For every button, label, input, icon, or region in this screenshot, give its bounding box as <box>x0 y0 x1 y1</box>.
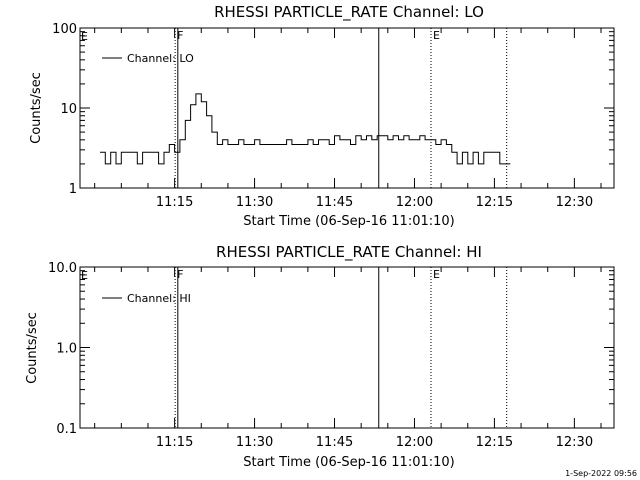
series-line <box>100 93 511 165</box>
x-tick-label: 12:15 <box>476 195 513 210</box>
y-tick-label: 1 <box>69 182 77 197</box>
x-tick-label: 12:30 <box>556 195 593 210</box>
y-axis-label: Counts/sec <box>29 72 44 144</box>
x-tick-label: 11:15 <box>156 435 193 450</box>
edge-label-e: E <box>81 269 88 282</box>
y-tick-label: 10 <box>60 102 77 117</box>
y-tick-label: 100 <box>52 22 77 37</box>
legend-label: Channel: HI <box>127 292 191 305</box>
y-tick-label: 1.0 <box>56 342 77 357</box>
x-tick-label: 11:30 <box>236 195 273 210</box>
x-tick-label: 11:45 <box>316 435 353 450</box>
y-tick-label: 10.0 <box>48 261 77 276</box>
chart-title: RHESSI PARTICLE_RATE Channel: LO <box>214 3 484 22</box>
y-axis-label: Counts/sec <box>25 312 40 384</box>
x-axis-label: Start Time (06-Sep-16 11:01:10) <box>243 214 454 229</box>
x-tick-label: 12:00 <box>396 435 433 450</box>
legend-label: Channel: LO <box>127 52 194 65</box>
timestamp: 1-Sep-2022 09:56 <box>565 469 637 478</box>
marker-label: F <box>177 29 183 42</box>
marker-label: E <box>433 29 440 42</box>
marker-label: E <box>433 268 440 281</box>
y-tick-label: 0.1 <box>56 422 77 437</box>
series-group <box>100 93 511 165</box>
chart-title: RHESSI PARTICLE_RATE Channel: HI <box>216 243 482 262</box>
tick-group: 11:15 11:30 11:45 12:00 12:15 12:30 0.1 1.0 10.0 <box>48 261 614 450</box>
edge-label-e: E <box>81 30 88 43</box>
x-tick-label: 11:15 <box>156 195 193 210</box>
x-tick-label: 11:30 <box>236 435 273 450</box>
x-tick-label: 12:00 <box>396 195 433 210</box>
tick-group: 11:15 11:30 11:45 12:00 12:15 12:30 1 10 100 <box>52 22 614 210</box>
x-axis-label: Start Time (06-Sep-16 11:01:10) <box>243 455 454 470</box>
marker-label: F <box>177 268 183 281</box>
panel-hi: RHESSI PARTICLE_RATE Channel: HI Start T… <box>25 243 615 470</box>
panel-lo: RHESSI PARTICLE_RATE Channel: LO Start T… <box>29 3 615 229</box>
x-tick-label: 12:30 <box>556 435 593 450</box>
x-tick-label: 11:45 <box>316 195 353 210</box>
x-tick-label: 12:15 <box>476 435 513 450</box>
